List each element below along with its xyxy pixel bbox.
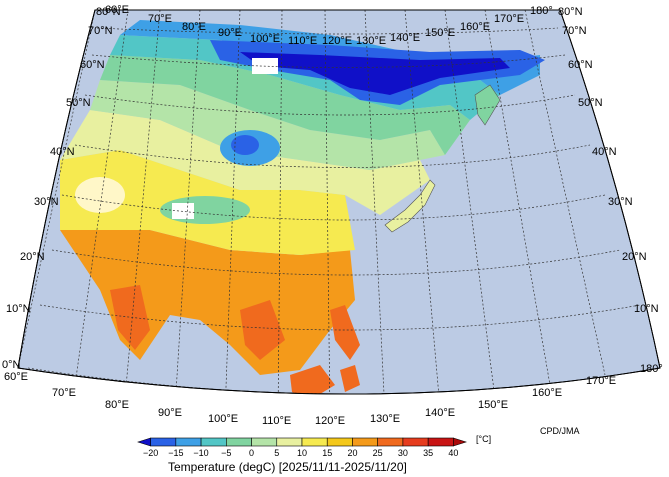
lon-label-bottom-90e: 90°E [158,407,182,419]
lat-label-right-50n: 50°N [578,97,603,109]
lat-label-right-70n: 70°N [562,25,587,37]
latitude-labels-right: 80°N 70°N 60°N 50°N 40°N 30°N 20°N 10°N [558,6,659,315]
legend-swatch [427,437,454,447]
land-light-green-band [90,80,445,170]
lon-label-bottom-70e: 70°E [52,387,76,399]
lat-label-left-50n: 50°N [66,97,91,109]
lon-label-top-80e: 80°E [182,21,206,33]
lon-label-top-150e: 150°E [425,27,455,39]
legend-tick-label: −10 [193,448,208,458]
lon-label-top-60e: 60°E [105,4,129,16]
legend-swatch [175,437,202,447]
legend-swatch [150,437,177,447]
lon-label-bottom-110e: 110°E [262,415,291,427]
lat-label-left-20n: 20°N [20,251,45,263]
lat-label-left-80n: 80°N [96,6,121,18]
land-hot-india [110,285,150,350]
legend-tick-label: 0 [249,448,254,458]
land-coldest-mongolia [231,135,259,155]
latitude-labels-left: 0°N 10°N 20°N 30°N 40°N 50°N 60°N 70°N 8… [2,6,121,371]
lat-label-left-30n: 30°N [34,196,59,208]
legend-swatch [326,437,353,447]
legend-tick-label: 15 [322,448,332,458]
legend-tick-label: 30 [398,448,408,458]
legend-tick-label: −5 [221,448,231,458]
lon-label-top-110e: 110°E [288,35,317,47]
lon-label-bottom-80e: 80°E [105,399,129,411]
lon-label-top-120e: 120°E [322,35,352,47]
longitude-labels-top: 60°E 70°E 80°E 90°E 100°E 110°E 120°E 13… [105,4,553,47]
lon-label-bottom-140e: 140°E [425,407,455,419]
legend-tick-labels: −20 −15 −10 −5 0 5 10 15 20 25 30 35 40 [143,448,458,458]
lon-label-bottom-130e: 130°E [370,413,400,425]
land-temperature-fields [60,20,545,394]
land-borneo [290,365,335,394]
legend-swatch [226,437,252,447]
lat-label-right-10n: 10°N [634,303,659,315]
land-kamchatka [474,84,501,126]
lon-label-top-170e: 170°E [494,13,524,25]
legend-tick-label: −15 [168,448,183,458]
lon-label-bottom-100e: 100°E [208,413,238,425]
map-frame [17,9,661,395]
lat-label-left-40n: 40°N [50,146,75,158]
land-philippines [330,305,360,360]
lon-label-bottom-60e: 60°E [4,371,28,383]
lat-label-left-70n: 70°N [88,25,113,37]
lat-label-right-80n: 80°N [558,6,583,18]
legend-tick-label: 10 [297,448,307,458]
lon-label-bottom-150e: 150°E [478,399,508,411]
lat-label-right-20n: 20°N [622,251,647,263]
lon-label-top-100e: 100°E [250,33,280,45]
land-sulawesi [340,365,360,392]
longitude-labels-bottom: 60°E 70°E 80°E 90°E 100°E 110°E 120°E 13… [4,363,663,427]
credit-label: CPD/JMA [540,426,580,436]
legend-tick-label: 40 [448,448,458,458]
lat-label-right-60n: 60°N [568,59,593,71]
lat-label-right-30n: 30°N [608,196,633,208]
legend-swatch [377,437,404,447]
lon-label-bottom-160e: 160°E [532,387,562,399]
legend-colorbar [137,437,467,447]
lat-label-left-60n: 60°N [80,59,105,71]
legend-unit: [°C] [476,434,491,444]
lat-label-right-40n: 40°N [592,146,617,158]
legend-title: Temperature (degC) [2025/11/11-2025/11/2… [168,460,407,474]
legend-tick-label: 25 [373,448,383,458]
legend-swatch [200,437,227,447]
lon-label-top-90e: 90°E [218,27,242,39]
legend-swatch [276,437,303,447]
legend-tick-label: 35 [423,448,433,458]
legend-swatch [352,437,378,447]
legend-swatch-under [137,437,151,447]
legend-swatch [301,437,328,447]
land-tibet-no-data [172,203,194,219]
legend-tick-label: −20 [143,448,158,458]
lon-label-bottom-120e: 120°E [315,415,345,427]
legend-swatch [402,437,429,447]
land-green-band [100,55,470,155]
land-hot-indochina [240,300,285,360]
land-central-asia-pale [75,177,125,213]
lon-label-top-180: 180° [530,5,553,17]
lon-label-top-160e: 160°E [460,21,490,33]
lon-label-bottom-170e: 170°E [586,375,616,387]
lon-label-top-130e: 130°E [356,35,386,47]
legend-swatch-over [453,437,467,447]
lon-label-bottom-180: 180° [640,363,663,375]
legend-tick-label: 5 [274,448,279,458]
lat-label-left-0n: 0°N [2,359,21,371]
legend-tick-label: 20 [347,448,357,458]
lon-label-top-70e: 70°E [148,13,172,25]
lat-label-left-10n: 10°N [6,303,31,315]
land-coldest-siberia [240,52,510,95]
legend-swatch [251,437,278,447]
lon-label-top-140e: 140°E [390,32,420,44]
